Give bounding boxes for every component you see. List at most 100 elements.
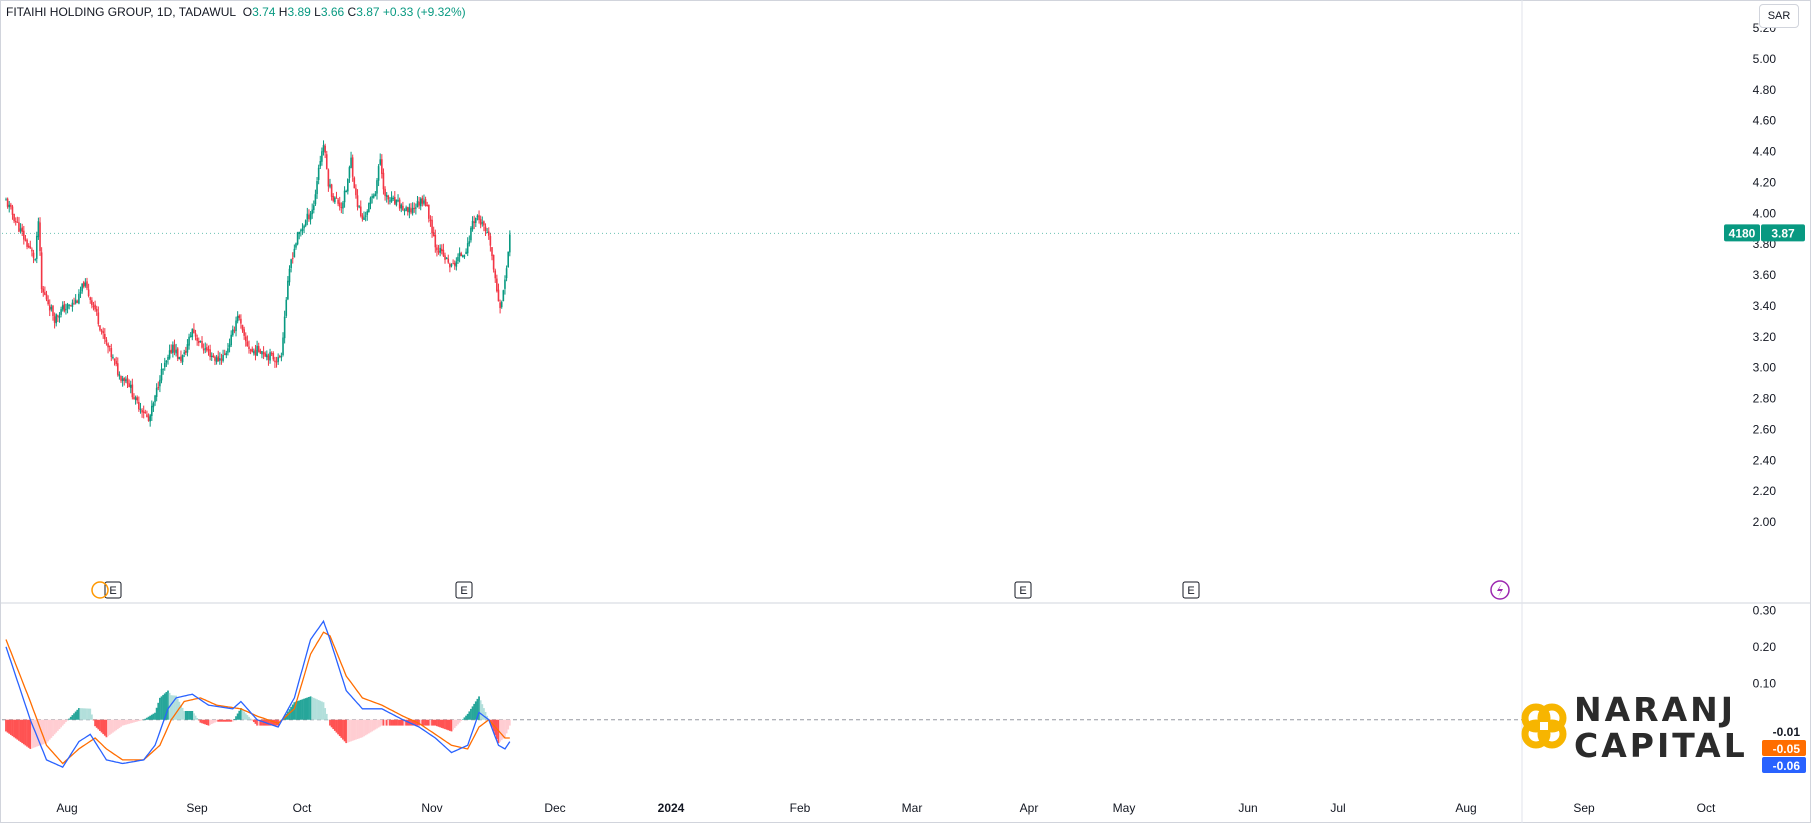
hist-tag-bg: [1762, 723, 1806, 739]
macd-hist-bar: [374, 719, 377, 730]
candle-body: [199, 341, 202, 343]
macd-hist-bar: [267, 719, 270, 726]
macd-hist-bar: [319, 700, 322, 720]
macd-hist-bar: [13, 719, 15, 738]
macd-hist-bar: [333, 719, 336, 731]
macd-hist-bar: [246, 715, 249, 720]
macd-hist-bar: [474, 701, 477, 720]
candle-body: [170, 349, 173, 353]
candle-body: [129, 384, 132, 388]
macd-hist-bar: [369, 719, 372, 733]
macd-hist-bar: [504, 719, 506, 738]
candle-body: [303, 225, 305, 229]
macd-hist-bar: [14, 719, 17, 739]
candle-body: [65, 308, 67, 311]
macd-hist-bar: [6, 719, 9, 733]
macd-hist-bar: [465, 715, 467, 720]
earnings-marker-label: E: [1019, 585, 1026, 597]
candle-body: [241, 324, 244, 331]
candle-body: [504, 279, 506, 289]
macd-hist-bar: [241, 709, 244, 720]
macd-hist-bar: [350, 719, 352, 742]
macd-hist-bar: [252, 719, 255, 723]
candle-body: [301, 228, 304, 231]
candle-body: [73, 303, 75, 305]
candle-body: [338, 202, 341, 207]
macd-hist-bar: [499, 719, 501, 742]
candle-body: [26, 239, 28, 247]
candle-body: [185, 350, 187, 353]
candle-body: [288, 268, 291, 283]
macd-hist-bar: [343, 719, 346, 742]
candle-body: [139, 408, 142, 410]
signal-line: [5, 631, 510, 765]
macd-hist-bar: [112, 719, 114, 733]
candle-body: [87, 289, 90, 296]
candle-body: [115, 360, 117, 365]
macd-hist-bar: [470, 708, 472, 720]
signal-tag-text: -0.05: [1773, 742, 1801, 756]
macd-hist-bar: [471, 706, 474, 720]
candle-body: [13, 213, 15, 222]
open-label: O: [242, 5, 253, 19]
macd-hist-bar: [197, 719, 200, 721]
macd-hist-bar: [426, 719, 429, 726]
macd-hist-bar: [402, 719, 404, 726]
time-axis-label: May: [1113, 801, 1136, 815]
currency-button[interactable]: SAR: [1759, 4, 1799, 28]
macd-hist-bar: [356, 719, 359, 740]
candle-body: [201, 340, 203, 348]
candle-body: [421, 198, 424, 204]
macd-hist-bar: [61, 719, 64, 726]
macd-hist-bar: [481, 704, 484, 720]
macd-hist-bar: [256, 719, 258, 726]
macd-hist-bar: [231, 719, 234, 722]
macd-hist-bar: [400, 719, 403, 726]
macd-hist-bar: [71, 715, 74, 720]
macd-hist-bar: [254, 719, 257, 724]
macd-hist-bar: [397, 719, 399, 726]
candle-body: [381, 159, 383, 174]
candle-body: [484, 226, 487, 232]
candle-body: [330, 184, 333, 197]
macd-hist-bar: [301, 699, 304, 720]
candle-body: [308, 214, 310, 219]
candle-body: [32, 252, 35, 258]
candle-body: [442, 249, 445, 256]
macd-hist-bar: [448, 719, 451, 731]
macd-hist-bar: [437, 719, 440, 727]
candle-body: [402, 205, 404, 211]
macd-hist-bar: [508, 719, 511, 726]
macd-hist-bar: [160, 696, 163, 720]
price-tag-bg: [1761, 224, 1805, 242]
macd-hist-bar: [11, 719, 14, 737]
macd-hist-bar: [473, 703, 476, 720]
macd-hist-bar: [120, 719, 122, 727]
macd-hist-bar: [29, 719, 32, 749]
macd-hist-bar: [215, 719, 218, 722]
logo-line1: NARANJ: [1574, 690, 1737, 729]
macd-hist-bar: [418, 719, 420, 726]
candle-body: [502, 290, 505, 302]
candle-body: [317, 167, 320, 180]
candle-body: [180, 356, 182, 361]
candle-body: [262, 352, 265, 355]
candle-body: [347, 178, 349, 192]
candle-body: [453, 263, 456, 266]
macd-hist-bar: [345, 719, 348, 744]
macd-hist-bar: [86, 708, 88, 720]
macd-hist-bar: [196, 717, 199, 720]
candle-body: [110, 348, 113, 358]
candle-body: [68, 304, 70, 306]
candle-body: [118, 374, 121, 377]
candle-body: [411, 207, 414, 214]
macd-hist-bar: [243, 711, 246, 720]
macd-hist-bar: [19, 719, 22, 742]
candle-body: [452, 263, 454, 265]
candle-body: [329, 184, 331, 187]
candle-body: [152, 403, 155, 408]
candle-body: [385, 195, 388, 197]
candle-body: [353, 177, 356, 189]
